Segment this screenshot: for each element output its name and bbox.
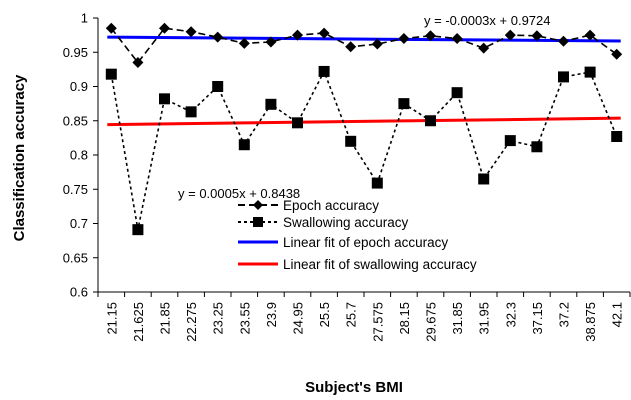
swallowing-point — [425, 115, 436, 127]
swallowing-point — [478, 173, 490, 185]
legend-swallowing-fit-label: Linear fit of swallowing accuracy — [283, 257, 477, 272]
epoch-point — [611, 48, 623, 60]
x-tick-label: 37.2 — [557, 302, 572, 327]
x-tick-label: 25.5 — [317, 302, 332, 327]
epoch-point — [398, 33, 410, 45]
legend-swallowing-marker — [253, 217, 263, 227]
epoch-point — [212, 31, 224, 43]
axes-layer: 0.6 0.65 0.7 0.75 0.8 0.85 0.9 0.95 1 21.15 21.625… — [63, 11, 631, 342]
legend-epoch-marker — [253, 200, 263, 210]
epoch-point — [238, 37, 250, 49]
epoch-fit-line — [107, 35, 621, 43]
epoch-fit-equation: y = -0.0003x + 0.9724 — [424, 13, 550, 28]
series-layer — [105, 22, 623, 236]
x-tick-label: 28.15 — [397, 302, 412, 335]
swallowing-point — [132, 224, 144, 236]
x-tick-label: 22.275 — [184, 302, 199, 342]
epoch-point — [504, 29, 516, 41]
swallowing-fit-line — [107, 116, 621, 127]
swallowing-point — [371, 177, 383, 189]
swallowing-point — [345, 135, 357, 147]
x-axis-title: Subject's BMI — [305, 379, 403, 396]
epoch-point — [531, 30, 543, 42]
x-tick-label: 25.7 — [344, 302, 359, 327]
x-tick-label: 38.875 — [583, 302, 598, 342]
x-tick-label: 31.85 — [450, 302, 465, 335]
y-tick-label: 0.8 — [70, 148, 88, 163]
swallowing-point — [265, 98, 277, 110]
epoch-point — [185, 26, 197, 38]
epoch-point — [584, 29, 596, 41]
legend-swallowing-label: Swallowing accuracy — [283, 215, 409, 230]
epoch-point — [265, 36, 277, 48]
epoch-point — [451, 33, 463, 45]
y-tick-label: 1 — [81, 11, 88, 26]
swallowing-point — [584, 66, 596, 78]
legend-epoch-fit-label: Linear fit of epoch accuracy — [283, 235, 448, 250]
x-tick-label: 21.15 — [104, 302, 119, 335]
x-tick-label: 23.25 — [211, 302, 226, 335]
x-tick-label: 21.625 — [131, 302, 146, 342]
swallowing-point — [611, 131, 623, 143]
swallowing-point — [238, 139, 250, 151]
x-tick-label: 29.675 — [424, 302, 439, 342]
swallowing-point — [105, 68, 117, 80]
x-tick-label: 31.95 — [477, 302, 492, 335]
swallowing-point — [398, 98, 410, 110]
x-tick-label: 27.575 — [370, 302, 385, 342]
x-tick-label: 21.85 — [158, 302, 173, 335]
y-tick-label: 0.85 — [63, 113, 88, 128]
y-tick-label: 0.7 — [70, 216, 88, 231]
swallowing-point — [292, 117, 303, 129]
x-tick-label: 32.3 — [503, 302, 518, 327]
epoch-point — [478, 42, 490, 54]
y-tick-label: 0.65 — [63, 250, 88, 265]
swallowing-point — [558, 71, 569, 83]
legend-epoch-label: Epoch accuracy — [283, 198, 379, 213]
swallowing-point — [531, 141, 543, 153]
y-tick-label: 0.95 — [63, 45, 88, 60]
x-tick-label: 37.15 — [530, 302, 545, 335]
swallowing-point — [451, 87, 463, 99]
x-tick-label: 23.55 — [237, 302, 252, 335]
y-tick-label: 0.75 — [63, 182, 88, 197]
y-tick-label: 0.9 — [70, 79, 88, 94]
epoch-point — [132, 57, 144, 69]
epoch-point — [425, 30, 436, 42]
swallowing-point — [185, 106, 197, 118]
x-tick-label: 24.95 — [291, 302, 306, 335]
swallowing-point — [318, 65, 330, 77]
swallowing-point — [212, 81, 224, 92]
y-axis-title: Classification accuracy — [11, 74, 28, 241]
x-tick-label: 23.9 — [264, 302, 279, 327]
swallowing-point — [504, 135, 516, 147]
y-tick-label: 0.6 — [70, 285, 88, 300]
epoch-point — [558, 35, 569, 47]
epoch-point — [105, 22, 117, 34]
epoch-series-line — [110, 27, 618, 64]
swallowing-point — [159, 93, 170, 105]
epoch-point — [371, 38, 383, 50]
fit-lines-layer — [107, 35, 621, 127]
epoch-point — [292, 29, 303, 41]
x-tick-label: 42.1 — [610, 302, 625, 327]
epoch-point — [318, 27, 330, 39]
legend: Epoch accuracy Swallowing accuracy Linea… — [238, 198, 477, 272]
epoch-point — [159, 22, 170, 34]
swallowing-fit-equation: y = 0.0005x + 0.8438 — [178, 186, 300, 201]
epoch-point — [345, 41, 357, 53]
